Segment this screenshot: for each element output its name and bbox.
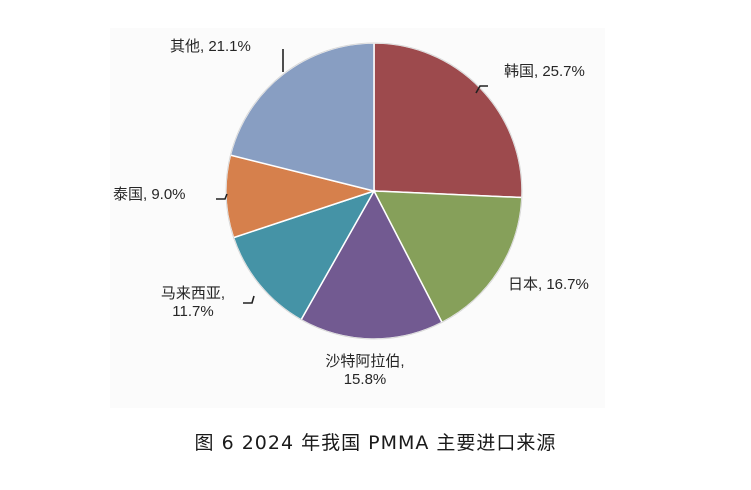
label-other: 其他, 21.1%: [170, 38, 251, 55]
label-saudi-value: 15.8%: [343, 371, 387, 388]
label-japan: 日本, 16.7%: [508, 276, 589, 293]
label-malaysia-value: 11.7%: [172, 303, 214, 320]
label-saudi-name: 沙特阿拉伯,: [325, 353, 405, 370]
label-saudi-arabia: 沙特阿拉伯, 15.8%: [300, 353, 430, 389]
label-malaysia: 马来西亚, 11.7%: [140, 285, 246, 321]
leader-line: [475, 85, 488, 94]
leader-line: [243, 295, 255, 304]
label-korea: 韩国, 25.7%: [504, 63, 585, 80]
figure-caption: 图 6 2024 年我国 PMMA 主要进口来源: [194, 432, 557, 454]
pie-slice: [373, 42, 523, 199]
label-thailand: 泰国, 9.0%: [113, 186, 186, 203]
label-malaysia-name: 马来西亚,: [160, 285, 226, 302]
leader-line: [216, 193, 228, 200]
